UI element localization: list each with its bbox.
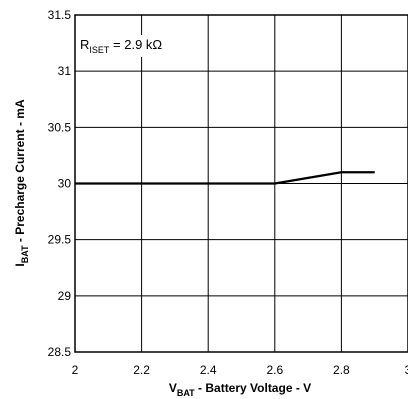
x-axis-title: VBAT - Battery Voltage - V xyxy=(169,381,311,398)
y-tick-label: 30.5 xyxy=(48,120,72,134)
y-axis-title-main: I xyxy=(13,263,27,266)
series-group xyxy=(75,171,375,185)
y-tick-label: 29 xyxy=(58,289,72,303)
series-line xyxy=(75,171,375,185)
x-tick-label: 2.2 xyxy=(133,363,150,377)
y-tick-label: 29.5 xyxy=(48,233,72,247)
x-axis-title-rest: - Battery Voltage - V xyxy=(195,381,311,395)
plot-frame xyxy=(74,14,408,353)
x-tick-label: 2.6 xyxy=(266,363,283,377)
y-axis-title-rest: - Precharge Current - mA xyxy=(13,99,27,245)
y-tick-label: 28.5 xyxy=(48,345,72,359)
x-tick-label: 2.8 xyxy=(333,363,350,377)
annotation-sub: ISET xyxy=(89,45,110,55)
x-tick-label: 2.4 xyxy=(200,363,217,377)
x-tick-labels: 2 2.2 2.4 2.6 2.8 3 xyxy=(72,363,408,377)
y-tick-label: 31.5 xyxy=(48,8,72,22)
y-axis-title: IBAT - Precharge Current - mA xyxy=(13,99,30,267)
annotation-background xyxy=(76,35,167,57)
x-tick-label: 2 xyxy=(72,363,79,377)
y-tick-labels: 28.5 29 29.5 30 30.5 31 31.5 xyxy=(48,8,72,359)
x-axis-title-sub: BAT xyxy=(177,388,195,398)
x-axis-title-main: V xyxy=(169,381,177,395)
annotation-rest: = 2.9 kΩ xyxy=(109,37,162,52)
y-tick-label: 31 xyxy=(58,64,72,78)
y-tick-label: 30 xyxy=(58,177,72,191)
annotation-label: RISET = 2.9 kΩ xyxy=(80,37,162,55)
y-axis-title-sub: BAT xyxy=(20,245,30,263)
annotation-main: R xyxy=(80,37,89,52)
x-tick-label: 3 xyxy=(405,363,408,377)
